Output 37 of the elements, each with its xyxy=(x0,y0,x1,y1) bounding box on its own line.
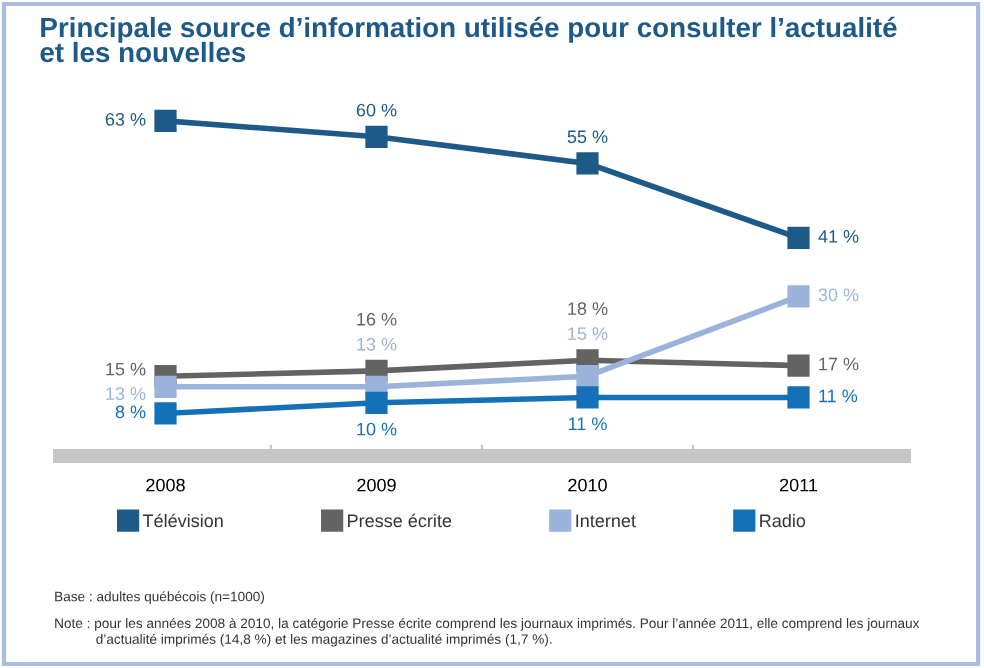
point xyxy=(154,375,177,398)
data-label: 30 % xyxy=(818,288,859,302)
data-label: 60 % xyxy=(356,103,397,117)
legend-label: Télévision xyxy=(142,513,223,528)
x-tick-label: 2010 xyxy=(568,478,607,492)
data-label: 18 % xyxy=(568,302,608,316)
point xyxy=(787,386,810,409)
data-label: 11 % xyxy=(568,417,607,431)
data-label: 17 % xyxy=(819,357,859,371)
legend-label: Radio xyxy=(760,513,806,528)
point xyxy=(787,354,810,377)
x-tick-label: 2008 xyxy=(146,478,185,492)
legend-label: Internet xyxy=(576,514,636,528)
data-label: 13 % xyxy=(357,337,397,351)
point xyxy=(365,391,388,414)
x-tick-label: 2009 xyxy=(357,478,396,492)
point xyxy=(576,386,599,409)
point xyxy=(154,109,177,132)
point xyxy=(365,125,388,148)
data-label: 11 % xyxy=(819,389,858,403)
point xyxy=(576,365,599,388)
data-label: 16 % xyxy=(357,312,397,326)
x-tick-label: 2011 xyxy=(779,478,818,492)
legend-label: Presse écrite xyxy=(348,513,452,528)
data-label: 8 % xyxy=(115,405,146,419)
point xyxy=(787,285,810,308)
data-label: 13 % xyxy=(106,387,146,401)
data-label: 15 % xyxy=(106,362,146,376)
point xyxy=(787,226,810,250)
chart-title: Principale source d’information utilisée pour consulter l’actualité et les nouvelles xyxy=(40,16,897,63)
data-label: 15 % xyxy=(568,327,608,341)
data-label: 41 % xyxy=(818,230,859,243)
data-label: 10 % xyxy=(357,422,397,436)
point xyxy=(154,402,177,425)
data-label: 63 % xyxy=(105,112,146,126)
data-label: 55 % xyxy=(567,130,608,144)
point xyxy=(576,152,599,175)
